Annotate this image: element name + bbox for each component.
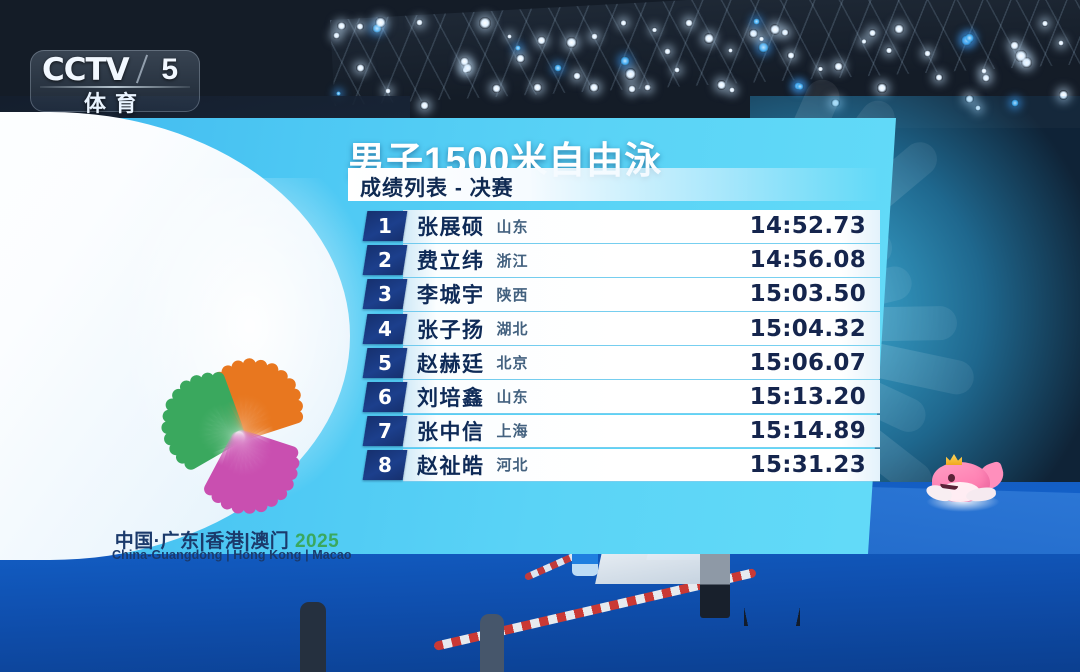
result-time: 14:52.73 — [750, 213, 866, 239]
athlete-province: 山东 — [497, 386, 529, 407]
athlete-province: 湖北 — [497, 318, 529, 339]
rank-badge: 8 — [363, 450, 408, 480]
athlete-name: 赵祉皓 — [417, 450, 485, 480]
result-row: 7 张中信 上海 15:14.89 — [365, 415, 880, 448]
rank-badge: 4 — [363, 314, 408, 344]
deck-person — [480, 614, 504, 672]
athlete-province: 河北 — [497, 454, 529, 475]
ceiling-lamp — [516, 54, 524, 62]
athlete-name: 张子扬 — [417, 314, 485, 344]
ceiling-lamp — [1015, 50, 1026, 61]
ceiling-lamp — [877, 83, 886, 92]
result-row: 6 刘培鑫 山东 15:13.20 — [365, 380, 880, 413]
channel-logo: CCTV 5 体育 — [30, 50, 200, 112]
ceiling-lamp — [460, 57, 469, 66]
results-list: 1 张展硕 山东 14:52.73 2 费立纬 浙江 14:56.08 3 李城宇 陕西 15:03.… — [365, 210, 880, 483]
games-emblem — [140, 340, 330, 530]
ceiling-lamp — [834, 62, 843, 71]
result-row: 5 赵赫廷 北京 15:06.07 — [365, 346, 880, 379]
result-time: 14:56.08 — [750, 247, 866, 273]
rank-number: 7 — [378, 419, 392, 443]
athlete-name: 赵赫廷 — [417, 348, 485, 378]
ceiling-lamp — [385, 88, 391, 94]
ceiling-lamp — [573, 72, 581, 80]
result-row: 3 李城宇 陕西 15:03.50 — [365, 278, 880, 311]
channel-name: CCTV — [42, 52, 129, 88]
rank-badge: 6 — [363, 382, 408, 412]
rank-number: 1 — [378, 214, 392, 238]
athlete-name: 李城宇 — [417, 279, 485, 309]
result-time: 15:03.50 — [750, 281, 866, 307]
rank-number: 8 — [378, 453, 392, 477]
result-time: 15:04.32 — [750, 316, 866, 342]
channel-number: 5 — [161, 53, 178, 87]
ceiling-lamp — [982, 74, 990, 82]
rank-number: 5 — [378, 351, 392, 375]
result-row: 2 费立纬 浙江 14:56.08 — [365, 244, 880, 277]
ceiling-lamp — [861, 39, 867, 45]
rank-number: 4 — [378, 317, 392, 341]
rank-badge: 5 — [363, 348, 408, 378]
athlete-province: 山东 — [497, 216, 529, 237]
rank-badge: 7 — [363, 416, 408, 446]
ceiling-lamp — [704, 33, 714, 43]
mascot-crown — [946, 454, 962, 465]
result-time: 15:06.07 — [750, 350, 866, 376]
ceiling-lamp — [674, 67, 679, 72]
ceiling-lamp — [620, 56, 630, 66]
ceiling-lamp — [533, 83, 542, 92]
rank-number: 2 — [378, 248, 392, 272]
result-time: 15:13.20 — [750, 384, 866, 410]
ceiling-lamp — [356, 64, 364, 72]
ceiling-lamp — [924, 50, 931, 57]
rank-number: 3 — [378, 282, 392, 306]
ceiling-lamp — [356, 23, 364, 31]
ceiling-lamp — [796, 83, 803, 90]
athlete-name: 刘培鑫 — [417, 382, 485, 412]
ceiling-lamp — [869, 29, 876, 36]
ceiling-lamp — [717, 80, 727, 90]
ceiling-lamp — [416, 19, 423, 26]
athlete-province: 浙江 — [497, 250, 529, 271]
rank-badge: 3 — [363, 279, 408, 309]
rank-badge: 1 — [363, 211, 408, 241]
results-graphic-panel: 中国·广东|香港|澳门 2025 China-Guangdong | Hong … — [0, 118, 1080, 554]
dolphin-mascot — [920, 448, 1006, 520]
rank-badge: 2 — [363, 245, 408, 275]
ceiling-lamp — [770, 24, 781, 35]
ceiling-lamp — [652, 27, 657, 32]
ceiling-lamp — [749, 29, 757, 37]
result-row: 4 张子扬 湖北 15:04.32 — [365, 312, 880, 345]
athlete-name: 张中信 — [417, 416, 485, 446]
ceiling-lamp — [753, 18, 760, 25]
rank-number: 6 — [378, 385, 392, 409]
ceiling-lamp — [515, 45, 521, 51]
ceiling-lamp — [333, 32, 340, 39]
athlete-province: 上海 — [497, 420, 529, 441]
deck-person — [300, 602, 326, 672]
event-subtitle: 成绩列表 - 决赛 — [360, 172, 514, 202]
athlete-province: 陕西 — [497, 284, 529, 305]
ceiling-lamp — [781, 29, 789, 37]
result-time: 15:31.23 — [750, 452, 866, 478]
athlete-name: 费立纬 — [417, 245, 485, 275]
ceiling-lamp — [1010, 41, 1019, 50]
result-time: 15:14.89 — [750, 418, 866, 444]
athlete-name: 张展硕 — [417, 211, 485, 241]
mascot-eye — [948, 474, 955, 482]
broadcast-screen: CCTV 5 体育 中国·广东|香港|澳门 2025 China-Guangdo… — [0, 0, 1080, 672]
athlete-province: 北京 — [497, 352, 529, 373]
event-subtitle-bar: 成绩列表 - 决赛 — [348, 168, 880, 201]
ceiling-lamp — [644, 84, 651, 91]
ceiling-lamp — [507, 34, 512, 39]
emblem-text-en: China-Guangdong | Hong Kong | Macao — [112, 548, 342, 562]
ceiling-lamp — [818, 66, 824, 72]
ceiling-lamp — [492, 84, 501, 93]
result-row: 8 赵祉皓 河北 15:31.23 — [365, 449, 880, 482]
result-row: 1 张展硕 山东 14:52.73 — [365, 210, 880, 243]
ceiling-lamp — [729, 87, 735, 93]
